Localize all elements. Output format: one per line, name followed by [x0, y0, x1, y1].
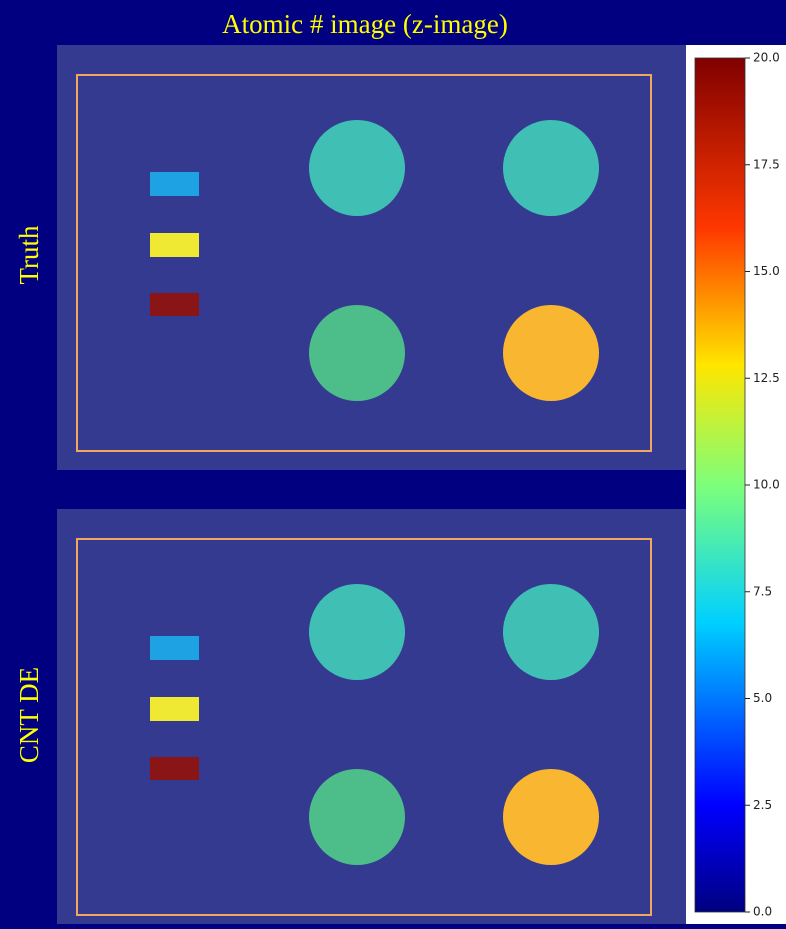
truth-image [57, 45, 686, 470]
colorbar [695, 58, 745, 912]
cnt-de-image [57, 509, 686, 924]
colorbar-tick-label: 12.5 [753, 371, 780, 385]
colorbar-tick-label: 15.0 [753, 264, 780, 278]
page: {"title": "Atomic # image (z-image)", "p… [0, 0, 786, 924]
title: Atomic # image (z-image) [222, 9, 508, 39]
colorbar-tick-label: 0.0 [753, 905, 772, 919]
colorbar-tick-label: 17.5 [753, 157, 780, 171]
colorbar-tick-label: 5.0 [753, 691, 772, 705]
row-label: Truth [14, 225, 44, 285]
colorbar-tick-label: 20.0 [753, 51, 780, 65]
colorbar-tick-label: 10.0 [753, 478, 780, 492]
colorbar-tick-label: 7.5 [753, 584, 772, 598]
slide: Atomic # image (z-image) Truth CNT DE 0.… [0, 0, 786, 924]
row-label: CNT DE [14, 667, 44, 763]
colorbar-tick-label: 2.5 [753, 798, 772, 812]
